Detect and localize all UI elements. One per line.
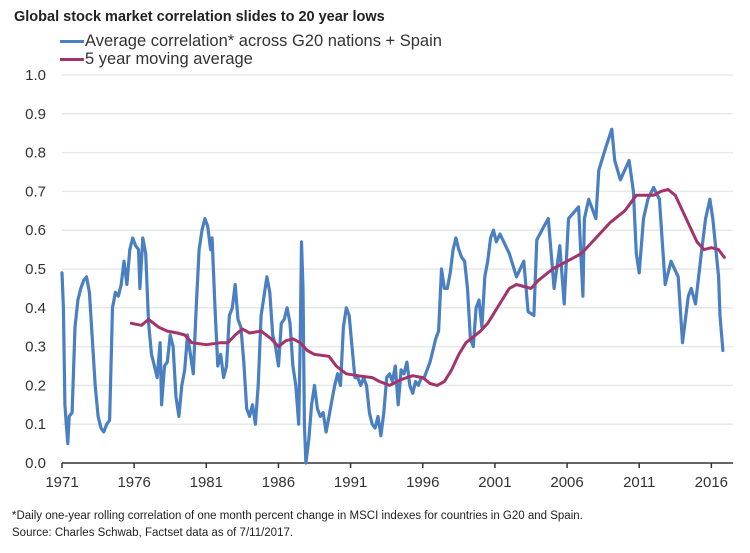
y-tick-label: 0.1 (25, 416, 46, 433)
average-correlation-line (60, 127, 725, 465)
x-tick-label: 1996 (406, 474, 439, 491)
chart-title: Global stock market correlation slides t… (14, 9, 385, 25)
legend-item-moving-average: 5 year moving average (60, 50, 253, 69)
x-tick-label: 2001 (478, 474, 511, 491)
x-tick-label: 2006 (550, 474, 583, 491)
moving-average-line (129, 188, 726, 387)
y-tick-label: 0.4 (25, 300, 46, 317)
legend-label: Average correlation* across G20 nations … (85, 32, 442, 50)
footnote: *Daily one-year rolling correlation of o… (12, 510, 583, 522)
source-note: Source: Charles Schwab, Factset data as … (12, 527, 294, 539)
x-tick-label: 1991 (334, 474, 367, 491)
legend-item-average-correlation: Average correlation* across G20 nations … (60, 32, 442, 51)
legend-swatch-blue (60, 40, 84, 43)
legend-swatch-purple (60, 58, 84, 61)
y-tick-label: 1.0 (25, 67, 46, 84)
x-tick-label: 2016 (695, 474, 728, 491)
y-tick-label: 0.6 (25, 222, 46, 239)
y-tick-label: 0.2 (25, 377, 46, 394)
y-tick-label: 0.8 (25, 145, 46, 162)
legend-label: 5 year moving average (85, 50, 253, 68)
x-tick-label: 1986 (262, 474, 295, 491)
x-tick-label: 1981 (190, 474, 223, 491)
x-tick-label: 2011 (623, 474, 655, 491)
y-tick-label: 0.9 (25, 106, 46, 123)
y-tick-label: 0.0 (25, 455, 46, 472)
y-tick-label: 0.7 (25, 183, 46, 200)
x-tick-label: 1976 (117, 474, 150, 491)
y-tick-label: 0.3 (25, 339, 46, 356)
y-tick-label: 0.5 (25, 261, 46, 278)
x-tick-label: 1971 (45, 474, 78, 491)
